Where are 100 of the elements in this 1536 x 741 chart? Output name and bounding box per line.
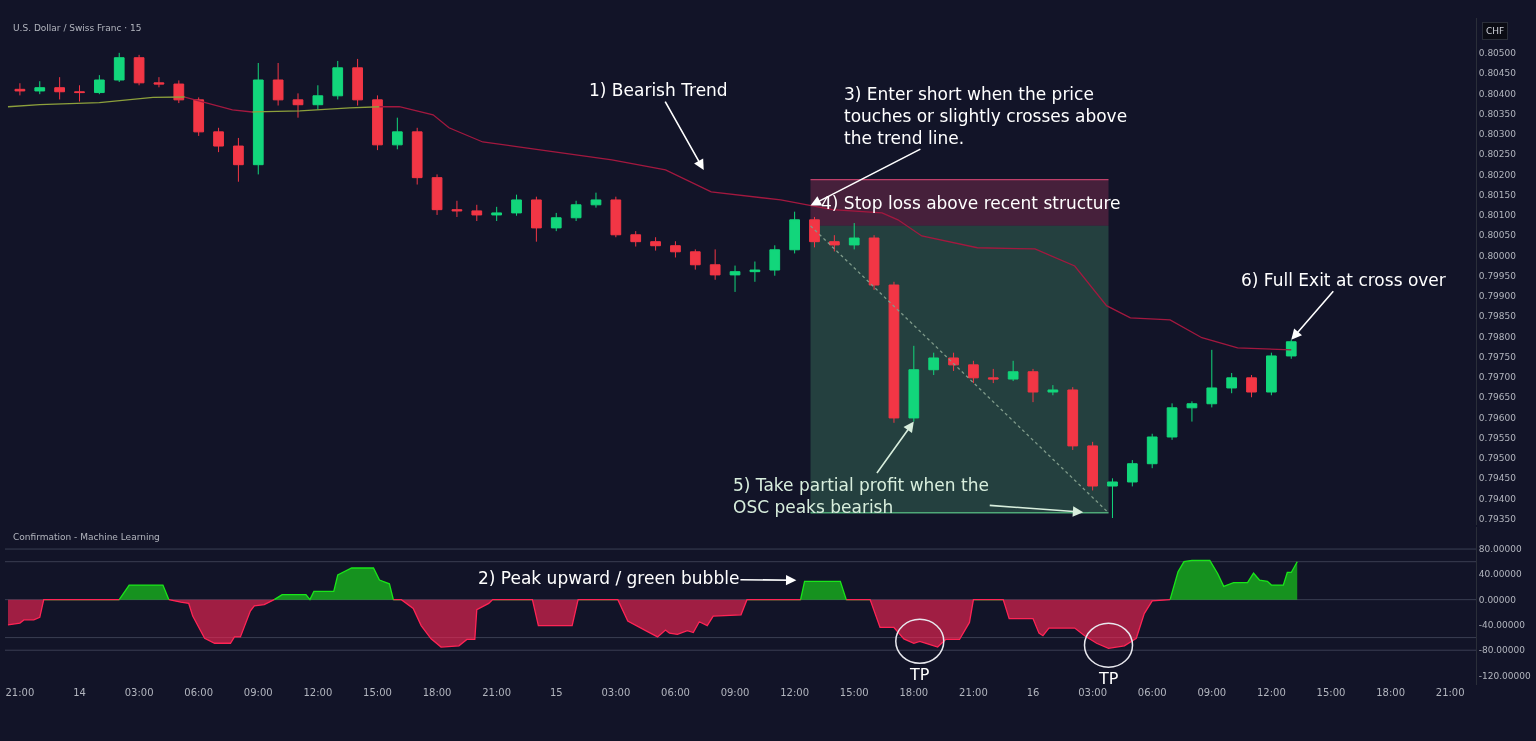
y-tick-label: 40.00000 bbox=[1478, 569, 1523, 580]
candlestick bbox=[987, 368, 999, 384]
x-tick-label: 14 bbox=[73, 687, 86, 698]
text: U.S. Dollar / Swiss Franc · 15 bbox=[13, 23, 142, 33]
candlestick bbox=[968, 360, 979, 384]
candlestick bbox=[34, 80, 46, 95]
candlestick bbox=[1067, 386, 1079, 451]
x-tick-label: 21:00 bbox=[5, 687, 35, 698]
x-tick-label: 18:00 bbox=[1376, 687, 1405, 698]
candlestick bbox=[391, 117, 403, 150]
candlestick bbox=[789, 211, 800, 254]
candlestick bbox=[570, 200, 582, 222]
candlestick bbox=[848, 222, 860, 250]
x-tick-label: 12:00 bbox=[780, 687, 810, 698]
candlestick bbox=[471, 204, 483, 222]
candlestick bbox=[610, 196, 622, 238]
x-tick-label: 03:00 bbox=[1078, 687, 1108, 698]
candlestick bbox=[451, 200, 463, 218]
x-tick-label: 18:00 bbox=[899, 687, 929, 698]
y-tick-label: 0.79650 bbox=[1478, 392, 1517, 403]
candlestick bbox=[630, 230, 642, 248]
candlestick bbox=[14, 82, 26, 96]
candlestick bbox=[531, 196, 542, 243]
candlestick bbox=[213, 127, 224, 153]
x-tick-label: 15:00 bbox=[1316, 687, 1346, 698]
y-tick-label: 0.79750 bbox=[1478, 351, 1517, 362]
x-tick-label: 06:00 bbox=[184, 687, 214, 698]
candlestick bbox=[133, 54, 145, 86]
y-tick-label: 0.80050 bbox=[1478, 230, 1517, 241]
y-tick-label: 0.79800 bbox=[1478, 331, 1517, 342]
text: Confirmation - Machine Learning bbox=[13, 532, 160, 542]
x-tick-label: 18:00 bbox=[422, 687, 452, 698]
candlestick bbox=[411, 127, 423, 186]
annotation: 3) Enter short when the price touches or slightly crosses above the trend line. bbox=[844, 84, 1128, 149]
candlestick bbox=[511, 194, 522, 217]
candlestick bbox=[1226, 372, 1238, 394]
x-tick-label: 06:00 bbox=[661, 687, 690, 698]
candlestick bbox=[233, 137, 244, 183]
candlestick bbox=[1166, 402, 1178, 441]
candlestick bbox=[829, 234, 840, 252]
x-tick-label: 15:00 bbox=[839, 687, 869, 698]
annotation: 5) Take partial profit when the OSC peaks bearish bbox=[733, 475, 989, 518]
candlestick bbox=[868, 234, 880, 291]
candlestick bbox=[252, 62, 264, 175]
y-tick-label: 0.80000 bbox=[1478, 250, 1517, 261]
candlestick bbox=[312, 84, 324, 111]
candlestick bbox=[153, 76, 165, 88]
y-tick-label: 0.79500 bbox=[1478, 453, 1517, 464]
candlestick bbox=[74, 84, 85, 102]
x-tick-label: 21:00 bbox=[959, 687, 988, 698]
y-tick-label: 0.80250 bbox=[1478, 149, 1517, 160]
annotation: 4) Stop loss above recent structure bbox=[821, 193, 1121, 213]
candlestick bbox=[1285, 339, 1297, 360]
candlestick bbox=[928, 352, 940, 376]
x-tick-label: 09:00 bbox=[720, 687, 750, 698]
y-tick-label: 0.79400 bbox=[1478, 493, 1517, 504]
x-tick-label: 15:00 bbox=[363, 687, 392, 698]
candlestick bbox=[93, 74, 105, 95]
y-tick-label: 80.00000 bbox=[1478, 544, 1523, 555]
candlestick bbox=[1047, 384, 1059, 396]
y-tick-label: 0.79450 bbox=[1478, 473, 1517, 484]
x-tick-label: 21:00 bbox=[482, 687, 512, 698]
candlestick bbox=[372, 94, 383, 151]
x-tick-label: 03:00 bbox=[601, 687, 631, 698]
candlestick bbox=[769, 244, 781, 277]
candlestick bbox=[670, 240, 681, 258]
x-tick-label: 16 bbox=[1026, 687, 1040, 698]
y-tick-label: 0.79600 bbox=[1478, 412, 1517, 423]
y-tick-label: 0.80200 bbox=[1478, 169, 1517, 180]
candlestick bbox=[1266, 352, 1277, 396]
candlestick bbox=[113, 52, 125, 83]
candlestick bbox=[1027, 368, 1039, 403]
candlestick bbox=[689, 248, 701, 271]
annotation: TP bbox=[1098, 669, 1119, 688]
y-tick-label: 0.79950 bbox=[1478, 270, 1517, 281]
annotation: 2) Peak upward / green bubble bbox=[478, 568, 740, 588]
annotation: 6) Full Exit at cross over bbox=[1241, 270, 1446, 290]
y-tick-label: 0.79900 bbox=[1478, 291, 1517, 302]
candlestick bbox=[749, 261, 761, 283]
annotation: TP bbox=[909, 665, 930, 684]
candlestick bbox=[431, 173, 443, 216]
candlestick bbox=[272, 62, 284, 107]
candlestick bbox=[1186, 400, 1198, 423]
candlestick bbox=[590, 192, 602, 209]
y-tick-label: 0.80100 bbox=[1478, 210, 1517, 221]
candlestick bbox=[1126, 459, 1138, 487]
x-tick-label: 06:00 bbox=[1137, 687, 1167, 698]
x-tick-label: 03:00 bbox=[124, 687, 154, 698]
y-tick-label: 0.80500 bbox=[1478, 48, 1517, 58]
candlestick bbox=[709, 248, 721, 281]
y-tick-label: 0.79850 bbox=[1478, 311, 1517, 322]
candlestick bbox=[54, 76, 65, 100]
candlestick bbox=[1107, 477, 1118, 519]
candlestick bbox=[550, 212, 562, 232]
x-tick-label: 15 bbox=[549, 687, 563, 698]
candlestick bbox=[1087, 441, 1098, 491]
y-axis-title: CHF bbox=[1486, 26, 1505, 36]
x-tick-label: 21:00 bbox=[1435, 687, 1465, 698]
y-tick-label: 0.79350 bbox=[1478, 513, 1517, 524]
y-tick-label: 0.80400 bbox=[1478, 88, 1517, 99]
